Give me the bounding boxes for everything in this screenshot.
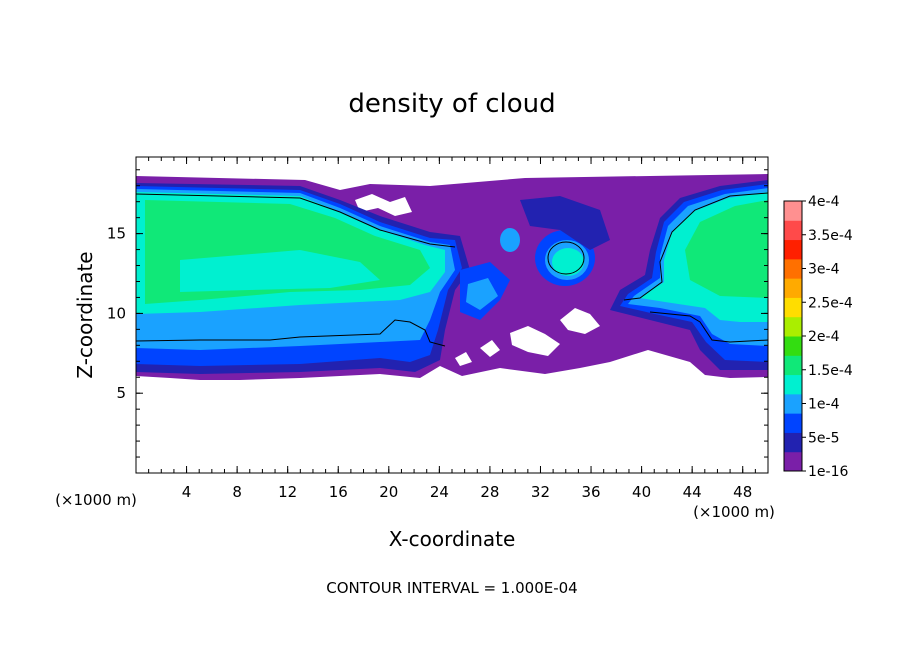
- x-tick-label: 40: [632, 483, 651, 501]
- cloud-hole: [560, 308, 600, 334]
- x-tick-label: 28: [480, 483, 499, 501]
- colorbar-swatch: [784, 432, 802, 453]
- x-tick-label: 48: [733, 483, 752, 501]
- left-cloud-inner: [180, 250, 380, 292]
- colorbar-swatch: [784, 316, 802, 337]
- colorbar-label: 2e-4: [808, 329, 840, 345]
- y-tick-label: 5: [116, 384, 126, 402]
- colorbar-label: 1.5e-4: [808, 363, 853, 379]
- colorbar-swatch: [784, 355, 802, 376]
- y-axis-ticks: 5 10 15: [107, 169, 768, 474]
- x-tick-label: 12: [278, 483, 297, 501]
- colorbar-label: 1e-4: [808, 397, 840, 413]
- colorbar-label: 3e-4: [808, 262, 840, 278]
- x-axis-ticks: 4 8 12 16 20 24 28 32 36 40 44 48: [135, 157, 769, 501]
- cloud-hole: [480, 340, 500, 357]
- colorbar: 1e-16 5e-5 1e-4 1.5e-4 2e-4 2.5e-4 3e-4 3.5e-4 4…: [783, 194, 853, 480]
- y-tick-label: 10: [107, 304, 126, 322]
- x-tick-label: 36: [581, 483, 600, 501]
- turbulent-plumes: [520, 196, 610, 250]
- x-tick-label: 8: [232, 483, 242, 501]
- colorbar-label: 1e-16: [808, 464, 848, 480]
- y-axis-label: Z-coordinate: [73, 251, 97, 378]
- cloud-field: [136, 174, 768, 380]
- y-tick-label: 15: [107, 225, 126, 243]
- colorbar-swatch: [784, 336, 802, 356]
- contour-interval-note: CONTOUR INTERVAL = 1.000E-04: [326, 579, 577, 597]
- colorbar-swatch: [784, 201, 802, 221]
- colorbar-swatch: [784, 258, 802, 279]
- contour-line: [136, 319, 446, 347]
- colorbar-swatch: [784, 374, 802, 395]
- x-tick-label: 16: [329, 483, 348, 501]
- colorbar-swatch: [784, 413, 802, 433]
- contour-line: [649, 311, 768, 343]
- cloud-hole: [510, 326, 560, 356]
- x-tick-label: 44: [683, 483, 702, 501]
- colorbar-swatch: [784, 239, 802, 260]
- colorbar-swatch: [784, 393, 802, 414]
- colorbar-label: 5e-5: [808, 430, 839, 446]
- cloud-cell-small: [500, 228, 520, 252]
- colorbar-label: 3.5e-4: [808, 228, 853, 244]
- contour-line: [547, 241, 585, 275]
- chart-title: density of cloud: [348, 89, 555, 119]
- cloud-hole: [355, 194, 412, 216]
- colorbar-swatch: [784, 220, 802, 241]
- colorbar-label: 2.5e-4: [808, 295, 853, 311]
- colorbar-swatch: [784, 451, 802, 472]
- cloud-cell-core: [552, 248, 584, 276]
- contour-line: [623, 192, 768, 301]
- x-tick-label: 32: [531, 483, 550, 501]
- x-tick-label: 20: [379, 483, 398, 501]
- x-axis-label: X-coordinate: [389, 527, 516, 551]
- cloud-hole: [455, 352, 472, 366]
- turbulent-plumes: [466, 278, 498, 310]
- x-tick-label: 24: [430, 483, 449, 501]
- x-unit-right: (×1000 m): [693, 503, 775, 521]
- colorbar-swatch: [784, 278, 802, 298]
- x-tick-label: 4: [182, 483, 192, 501]
- x-unit-left: (×1000 m): [55, 491, 137, 509]
- colorbar-swatch: [784, 297, 802, 318]
- right-cloud-inner: [685, 200, 768, 298]
- contour-line: [136, 193, 456, 248]
- colorbar-label: 4e-4: [808, 194, 840, 210]
